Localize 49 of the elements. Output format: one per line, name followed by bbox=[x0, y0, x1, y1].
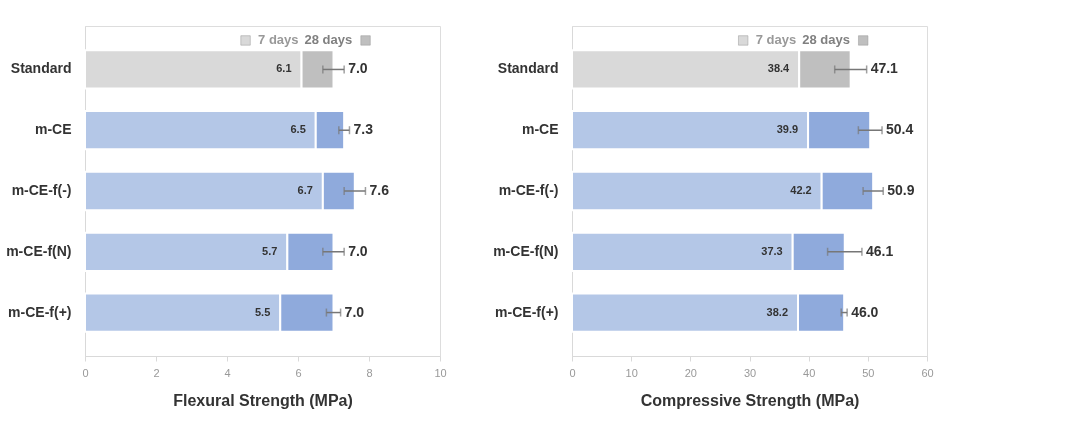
x-tick-label: 10 bbox=[625, 366, 638, 379]
y-tick-label: m-CE-f(-) bbox=[11, 182, 72, 198]
y-tick-label: m-CE-f(N) bbox=[6, 242, 72, 259]
y-tick-label: m-CE-f(N) bbox=[493, 242, 559, 259]
x-tick-label: 0 bbox=[569, 366, 576, 379]
y-tick-label: Standard bbox=[497, 60, 559, 77]
total-label: 50.4 bbox=[886, 121, 914, 138]
total-label: 46.1 bbox=[865, 242, 894, 259]
data-label: 6.5 bbox=[290, 123, 306, 136]
y-tick-label: m-CE-f(+) bbox=[495, 303, 559, 320]
y-tick-label: Standard bbox=[10, 60, 72, 77]
total-label: 47.1 bbox=[870, 60, 899, 77]
x-tick-label: 2 bbox=[153, 366, 160, 379]
y-tick-label: m-CE-f(-) bbox=[498, 182, 559, 198]
x-tick-label: 4 bbox=[224, 366, 231, 379]
data-label: 5.7 bbox=[262, 244, 278, 257]
data-label: 38.4 bbox=[767, 62, 791, 75]
total-label: 7.0 bbox=[344, 303, 365, 320]
data-label: 5.5 bbox=[254, 305, 271, 318]
data-label: 37.3 bbox=[761, 244, 783, 257]
x-axis-title: Compressive Strength (MPa) bbox=[640, 391, 860, 409]
x-tick-label: 40 bbox=[803, 366, 816, 379]
data-label: 6.1 bbox=[276, 62, 292, 75]
y-tick-label: m-CE-f(+) bbox=[8, 303, 72, 320]
total-label: 7.0 bbox=[348, 60, 368, 77]
legend-label: 7 days bbox=[755, 32, 797, 48]
data-label: 42.2 bbox=[790, 184, 812, 196]
series-label: 28 days bbox=[802, 32, 850, 48]
x-tick-label: 50 bbox=[862, 366, 875, 379]
y-tick-label: m-CE bbox=[34, 121, 72, 138]
series-label: 28 days bbox=[304, 32, 353, 48]
y-tick-label: m-CE bbox=[521, 121, 559, 138]
legend-label: 7 days bbox=[258, 32, 299, 48]
data-label: 6.7 bbox=[297, 184, 313, 196]
total-label: 7.3 bbox=[353, 121, 374, 138]
x-tick-label: 8 bbox=[366, 366, 373, 379]
x-tick-label: 60 bbox=[921, 366, 934, 379]
total-label: 50.9 bbox=[887, 182, 915, 198]
total-label: 7.6 bbox=[369, 182, 390, 198]
data-label: 39.9 bbox=[776, 123, 799, 136]
total-label: 46.0 bbox=[851, 303, 879, 320]
x-tick-label: 30 bbox=[743, 366, 757, 379]
x-tick-label: 0 bbox=[82, 366, 89, 379]
data-label: 38.2 bbox=[766, 305, 789, 318]
x-tick-label: 6 bbox=[295, 366, 302, 379]
x-axis-title: Flexural Strength (MPa) bbox=[173, 391, 353, 409]
total-label: 7.0 bbox=[348, 242, 368, 259]
x-tick-label: 10 bbox=[434, 366, 447, 379]
x-tick-label: 20 bbox=[684, 366, 697, 379]
